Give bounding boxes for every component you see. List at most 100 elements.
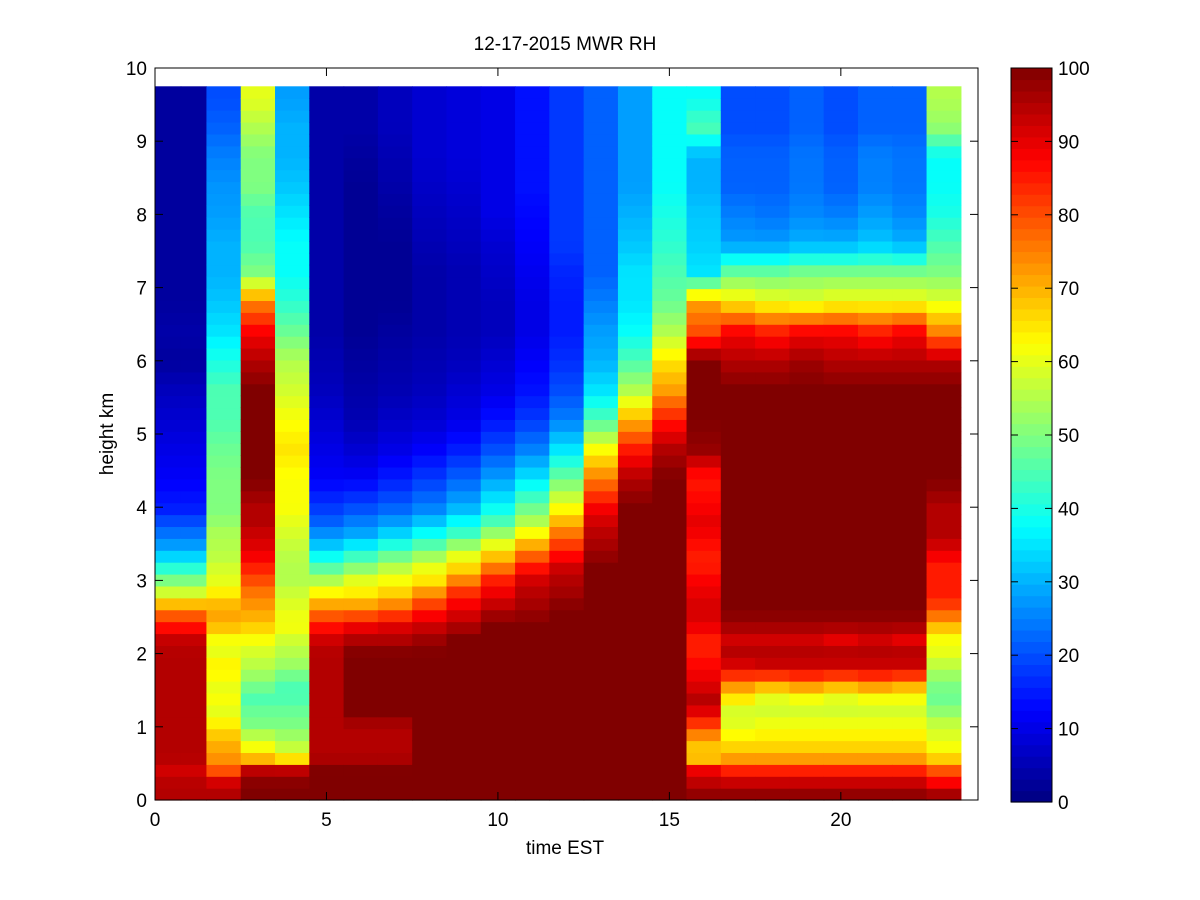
heatmap-cell (720, 538, 756, 551)
heatmap-cell (155, 562, 182, 575)
heatmap-cell (549, 455, 585, 468)
heatmap-cell (180, 145, 208, 159)
heatmap-cell (857, 98, 893, 111)
heatmap-cell (377, 764, 413, 777)
heatmap-cell (155, 121, 182, 135)
heatmap-cell (240, 336, 276, 349)
heatmap-cell (155, 336, 182, 349)
heatmap-cell (549, 288, 585, 302)
heatmap-cell (180, 728, 208, 742)
heatmap-cell (206, 704, 242, 718)
heatmap-cell (926, 229, 962, 242)
heatmap-cell (275, 264, 310, 278)
heatmap-cell (309, 562, 345, 575)
heatmap-cell (480, 728, 516, 742)
heatmap-cell (180, 740, 208, 754)
heatmap-cell (926, 300, 962, 313)
heatmap-cell (720, 692, 756, 706)
heatmap-cell (206, 205, 242, 218)
heatmap-cell (377, 312, 413, 325)
heatmap-cell (686, 205, 722, 218)
colorbar-tick-label: 90 (1058, 132, 1079, 153)
heatmap-cell (789, 562, 825, 575)
heatmap-cell (275, 443, 310, 456)
heatmap-cell (720, 205, 756, 218)
heatmap-cell (652, 621, 688, 635)
heatmap-cell (892, 395, 928, 409)
heatmap-cell (343, 538, 379, 551)
heatmap-cell (343, 645, 379, 658)
heatmap-cell (480, 371, 516, 385)
heatmap-cell (892, 300, 928, 313)
heatmap-cell (412, 681, 448, 694)
heatmap-cell (275, 157, 310, 171)
heatmap-cell (720, 704, 756, 718)
heatmap-cell (686, 645, 722, 658)
heatmap-cell (206, 240, 242, 254)
heatmap-cell (515, 764, 550, 777)
heatmap-cell (515, 633, 550, 646)
heatmap-cell (755, 395, 790, 409)
heatmap-cell (926, 455, 962, 468)
colorbar-segment (1011, 354, 1052, 367)
heatmap-cell (206, 193, 242, 206)
heatmap-cell (180, 300, 208, 313)
heatmap-cell (206, 371, 242, 385)
heatmap-cell (180, 514, 208, 528)
colorbar-segment (1011, 68, 1052, 81)
heatmap-cell (206, 621, 242, 635)
heatmap-cell (180, 490, 208, 504)
heatmap-cell (180, 229, 208, 242)
heatmap-cell (652, 752, 688, 765)
heatmap-cell (892, 229, 928, 242)
heatmap-cell (480, 704, 516, 718)
heatmap-cell (206, 110, 242, 123)
heatmap-cell (686, 621, 722, 635)
heatmap-cell (309, 633, 345, 646)
heatmap-cell (857, 550, 893, 563)
heatmap-cell (926, 407, 962, 420)
heatmap-cell (755, 621, 790, 635)
heatmap-cell (343, 585, 379, 599)
heatmap-cell (926, 419, 962, 432)
heatmap-cell (446, 395, 482, 409)
heatmap-cell (789, 692, 825, 706)
heatmap-cell (275, 407, 310, 420)
heatmap-cell (755, 740, 790, 754)
heatmap-cell (515, 169, 550, 183)
colorbar-segment (1011, 733, 1052, 746)
heatmap-cell (515, 526, 550, 539)
heatmap-cell (155, 133, 182, 147)
heatmap-cell (515, 324, 550, 337)
heatmap-cell (755, 181, 790, 194)
heatmap-cell (275, 312, 310, 325)
heatmap-cell (892, 657, 928, 670)
heatmap-cell (446, 276, 482, 290)
heatmap-cell (892, 597, 928, 611)
heatmap-cell (412, 645, 448, 658)
heatmap-cell (926, 347, 962, 361)
heatmap-cell (412, 764, 448, 777)
heatmap-cell (892, 252, 928, 266)
heatmap-cell (686, 490, 722, 504)
y-tick-label: 1 (136, 718, 147, 739)
heatmap-cell (155, 728, 182, 742)
heatmap-cell (617, 514, 653, 528)
heatmap-cell (412, 300, 448, 313)
heatmap-cell (857, 110, 893, 123)
heatmap-cell (412, 359, 448, 373)
heatmap-cell (789, 538, 825, 551)
heatmap-cell (515, 621, 550, 635)
heatmap-cell (720, 98, 756, 111)
heatmap-cell (180, 86, 208, 99)
heatmap-cell (720, 252, 756, 266)
heatmap-cell (155, 597, 182, 611)
heatmap-cell (583, 86, 619, 99)
heatmap-cell (309, 252, 345, 266)
heatmap-cell (583, 121, 619, 135)
heatmap-cell (755, 526, 790, 539)
heatmap-cell (652, 169, 688, 183)
heatmap-cell (412, 347, 448, 361)
heatmap-cell (155, 645, 182, 658)
heatmap-cell (823, 455, 859, 468)
